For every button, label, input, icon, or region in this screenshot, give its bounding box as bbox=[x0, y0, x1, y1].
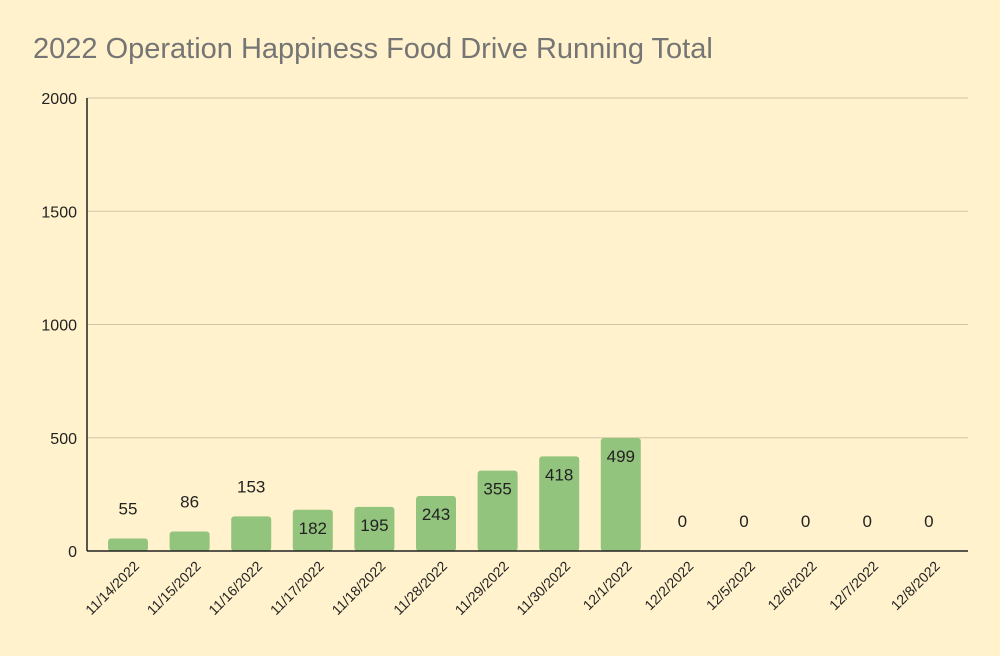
x-tick-label-11/18/2022: 11/18/2022 bbox=[328, 558, 388, 618]
bar-11/17/2022 bbox=[292, 509, 333, 551]
data-label-11/14/2022: 55 bbox=[119, 500, 138, 519]
y-tick-label-0: 0 bbox=[68, 544, 77, 561]
x-tick-label-11/14/2022: 11/14/2022 bbox=[82, 558, 142, 618]
bar-12/1/2022 bbox=[600, 437, 641, 551]
x-tick-label-11/15/2022: 11/15/2022 bbox=[144, 558, 204, 618]
bar-11/28/2022 bbox=[416, 495, 456, 551]
data-label-11/28/2022: 243 bbox=[422, 505, 450, 524]
x-tick-label-11/28/2022: 11/28/2022 bbox=[390, 558, 450, 618]
x-tick-label-11/30/2022: 11/30/2022 bbox=[513, 558, 573, 618]
data-label-11/16/2022: 153 bbox=[237, 477, 265, 496]
data-label-11/18/2022: 195 bbox=[360, 516, 388, 535]
x-tick-label-12/2/2022: 12/2/2022 bbox=[641, 558, 697, 614]
chart-title: 2022 Operation Happiness Food Drive Runn… bbox=[33, 33, 713, 65]
bar-11/16/2022 bbox=[231, 516, 272, 551]
gridlines bbox=[87, 97, 968, 439]
data-label-11/15/2022: 86 bbox=[180, 493, 199, 512]
data-label-12/2/2022: 0 bbox=[678, 512, 687, 531]
bar-11/14/2022 bbox=[108, 538, 148, 551]
x-tick-label-11/29/2022: 11/29/2022 bbox=[452, 558, 512, 618]
bars bbox=[108, 437, 641, 551]
y-tick-label-500: 500 bbox=[50, 431, 77, 448]
data-label-12/5/2022: 0 bbox=[739, 512, 748, 531]
axes bbox=[86, 98, 968, 552]
data-label-12/6/2022: 0 bbox=[801, 512, 810, 531]
data-label-11/30/2022: 418 bbox=[545, 465, 573, 484]
x-tick-label-12/7/2022: 12/7/2022 bbox=[826, 558, 882, 614]
x-tick-label-11/17/2022: 11/17/2022 bbox=[267, 558, 327, 618]
data-label-11/29/2022: 355 bbox=[483, 480, 511, 499]
data-label-12/8/2022: 0 bbox=[924, 512, 933, 531]
x-tick-label-11/16/2022: 11/16/2022 bbox=[205, 558, 265, 618]
bar-11/30/2022 bbox=[539, 456, 580, 551]
data-label-11/17/2022: 182 bbox=[299, 519, 327, 538]
bar-11/29/2022 bbox=[477, 470, 518, 551]
y-tick-label-1500: 1500 bbox=[41, 204, 77, 221]
y-tick-label-1000: 1000 bbox=[41, 318, 77, 335]
x-tick-label-12/5/2022: 12/5/2022 bbox=[703, 558, 759, 614]
bar-11/15/2022 bbox=[169, 531, 210, 551]
y-tick-label-2000: 2000 bbox=[41, 91, 77, 108]
bar-11/18/2022 bbox=[354, 506, 395, 551]
data-label-12/7/2022: 0 bbox=[862, 512, 871, 531]
x-tick-label-12/1/2022: 12/1/2022 bbox=[580, 558, 636, 614]
x-tick-label-12/6/2022: 12/6/2022 bbox=[764, 558, 820, 614]
data-label-12/1/2022: 499 bbox=[607, 447, 635, 466]
x-tick-label-12/8/2022: 12/8/2022 bbox=[888, 558, 944, 614]
